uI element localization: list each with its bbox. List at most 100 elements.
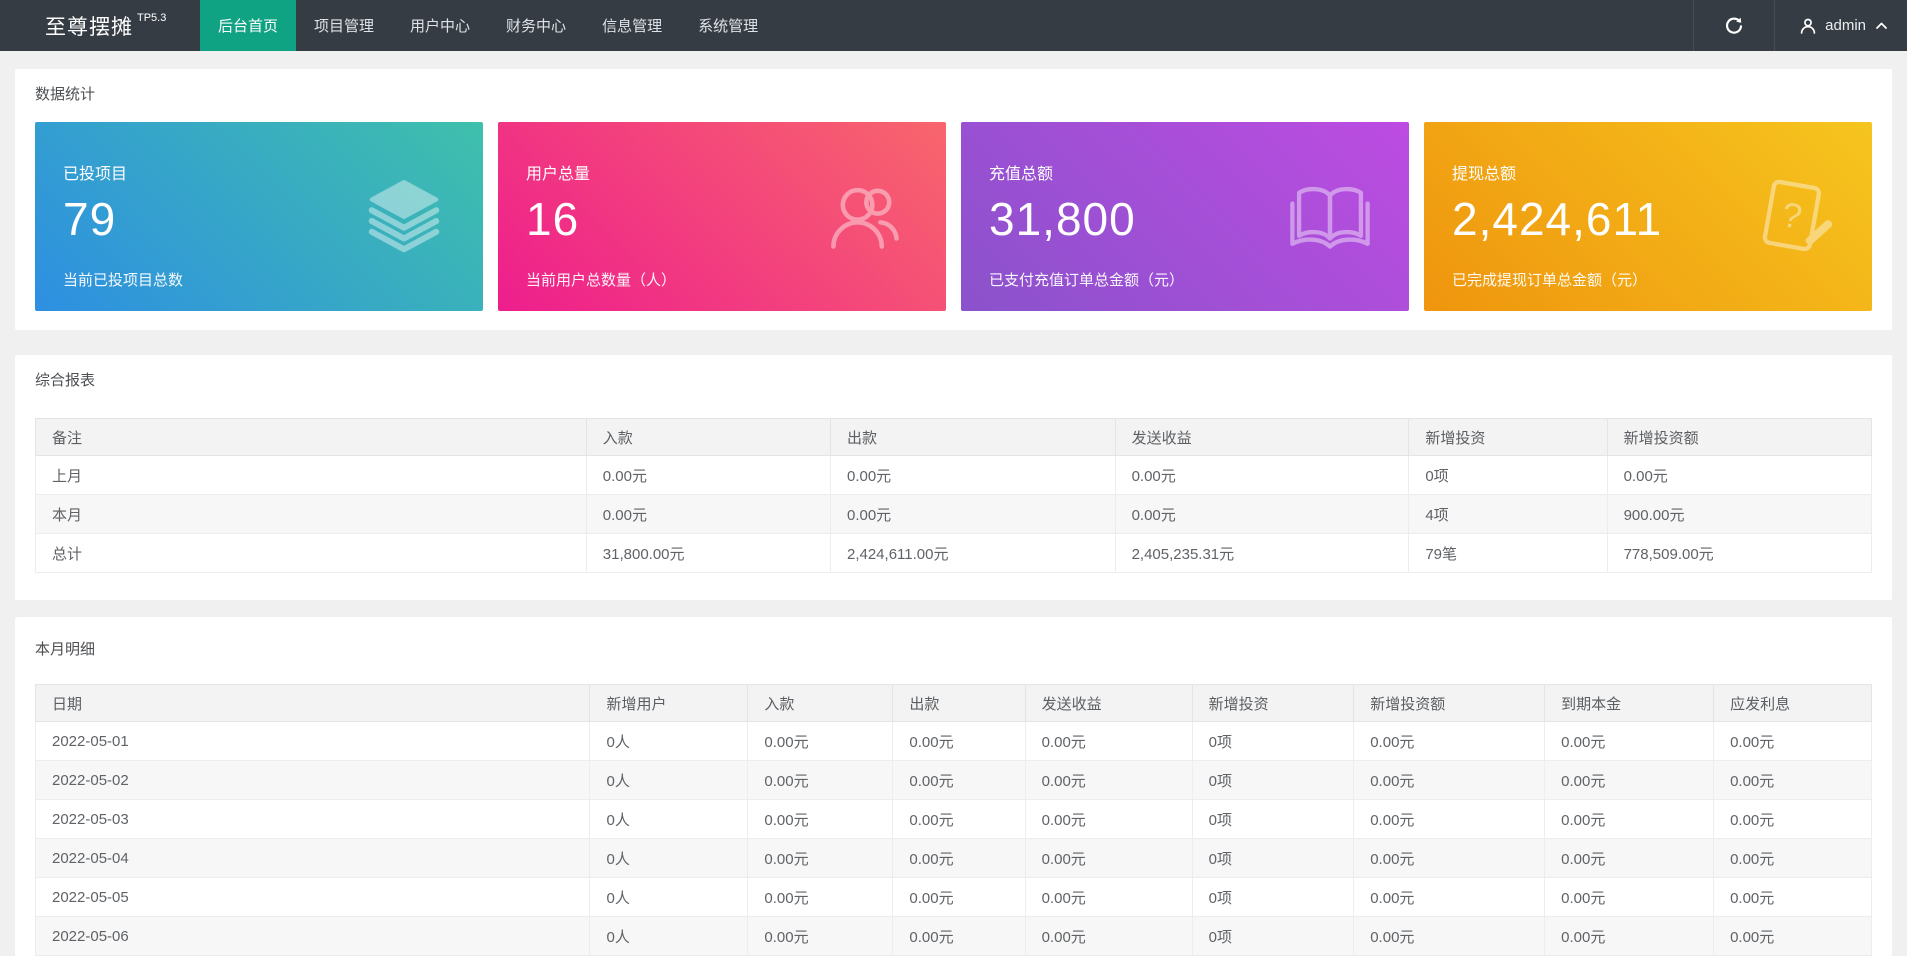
column-header: 出款 [892,684,1026,722]
stat-card-subtitle: 已完成提现订单总金额（元） [1452,272,1648,289]
table-row: 2022-05-06 0人 0.00元 0.00元 0.00元 0项 0.00元… [34,916,1872,956]
table-cell: 2022-05-05 [34,877,591,917]
table-cell: 0.00元 [1353,838,1546,878]
main-menu: 后台首页 项目管理 用户中心 财务中心 信息管理 系统管理 [200,0,776,51]
table-cell: 0.00元 [1024,877,1193,917]
menu-item-projects[interactable]: 项目管理 [296,0,392,51]
menu-item-info[interactable]: 信息管理 [584,0,680,51]
table-cell: 0项 [1191,760,1355,800]
refresh-button[interactable] [1693,0,1776,51]
menu-item-system[interactable]: 系统管理 [680,0,776,51]
stat-card-subtitle: 当前用户总数量（人） [526,272,677,289]
table-cell: 上月 [35,455,587,495]
table-cell: 0.00元 [1353,877,1546,917]
refresh-icon [1726,17,1743,34]
stats-section-title: 数据统计 [35,86,96,103]
table-cell: 0.00元 [747,916,894,956]
table-cell: 0项 [1191,799,1355,839]
stat-card-title: 充值总额 [989,166,1054,183]
brand-name: 至尊摆摊 [45,15,133,39]
stat-card-value: 31,800 [989,193,1136,245]
stat-card-title: 已投项目 [63,166,128,183]
table-cell: 0人 [589,721,749,761]
book-icon [1290,186,1370,249]
table-cell: 0.00元 [1713,721,1872,761]
table-cell: 0人 [589,838,749,878]
table-cell: 0.00元 [747,721,894,761]
report-panel: 综合报表 备注 入款 出款 发送收益 新增投资 新增投资额 上月 0. [15,355,1892,600]
column-header: 新增投资额 [1353,684,1546,722]
stat-card-value: 79 [63,193,117,245]
user-menu[interactable]: admin [1775,0,1907,51]
menu-item-label: 系统管理 [698,18,759,35]
column-header: 出款 [829,418,1116,456]
column-header: 新增投资 [1408,418,1608,456]
table-cell: 0.00元 [1353,760,1546,800]
table-cell: 0.00元 [1544,799,1715,839]
column-header: 备注 [35,418,587,456]
table-cell: 0.00元 [892,838,1026,878]
column-header: 入款 [585,418,831,456]
table-cell: 0.00元 [1713,799,1872,839]
table-cell: 900.00元 [1606,494,1873,534]
table-row: 2022-05-05 0人 0.00元 0.00元 0.00元 0项 0.00元… [34,877,1872,917]
table-cell: 2,424,611.00元 [829,533,1116,573]
users-icon [831,187,899,249]
menu-item-label: 信息管理 [602,18,663,35]
table-cell: 0.00元 [1544,838,1715,878]
table-cell: 0.00元 [747,877,894,917]
table-cell: 0.00元 [747,799,894,839]
table-cell: 0项 [1191,721,1355,761]
table-header-row: 日期 新增用户 入款 出款 发送收益 新增投资 新增投资额 到期本金 应发利息 [34,684,1872,722]
table-cell: 0.00元 [1114,494,1410,534]
report-table: 备注 入款 出款 发送收益 新增投资 新增投资额 上月 0.00元 0.00元 … [35,418,1873,573]
stat-card-subtitle: 已支付充值订单总金额（元） [989,272,1185,289]
table-cell: 0.00元 [892,721,1026,761]
table-row: 2022-05-04 0人 0.00元 0.00元 0.00元 0项 0.00元… [34,838,1872,878]
table-cell: 2022-05-02 [34,760,591,800]
stat-cards-row: 已投项目 79 当前已投项目总数 用户总量 16 当前用户总数量（人） [35,122,1872,311]
table-row: 上月 0.00元 0.00元 0.00元 0项 0.00元 [35,455,1873,495]
table-cell: 2022-05-06 [34,916,591,956]
chevron-up-icon [1876,22,1887,29]
detail-table: 日期 新增用户 入款 出款 发送收益 新增投资 新增投资额 到期本金 应发利息 … [34,684,1872,956]
detail-section-title: 本月明细 [35,641,96,658]
menu-item-finance[interactable]: 财务中心 [488,0,584,51]
menu-item-home[interactable]: 后台首页 [200,0,297,51]
report-section-title: 综合报表 [35,372,96,389]
table-cell: 0.00元 [1024,799,1193,839]
table-cell: 0.00元 [1544,916,1715,956]
username: admin [1825,17,1866,34]
table-cell: 79笔 [1408,533,1608,573]
table-cell: 0.00元 [1713,838,1872,878]
table-cell: 总计 [35,533,587,573]
stat-card: 充值总额 31,800 已支付充值订单总金额（元） [961,122,1409,311]
column-header: 到期本金 [1544,684,1715,722]
column-header: 应发利息 [1713,684,1872,722]
top-navbar: 至尊摆摊 TP5.3 后台首页 项目管理 用户中心 财务中心 信息管理 系统管理… [0,0,1907,51]
column-header: 发送收益 [1114,418,1410,456]
stat-card: 已投项目 79 当前已投项目总数 [35,122,483,311]
table-cell: 0.00元 [829,455,1116,495]
table-row: 2022-05-02 0人 0.00元 0.00元 0.00元 0项 0.00元… [34,760,1872,800]
table-cell: 0.00元 [1713,877,1872,917]
menu-item-users[interactable]: 用户中心 [392,0,488,51]
table-cell: 31,800.00元 [585,533,831,573]
table-cell: 0项 [1191,916,1355,956]
table-row: 总计 31,800.00元 2,424,611.00元 2,405,235.31… [35,533,1873,573]
menu-item-label: 后台首页 [218,18,279,35]
detail-panel: 本月明细 日期 新增用户 入款 出款 发送收益 新增投资 新增投资额 到期本金 … [15,617,1892,956]
column-header: 新增投资额 [1606,418,1873,456]
column-header: 入款 [747,684,894,722]
table-cell: 0.00元 [1024,760,1193,800]
table-cell: 778,509.00元 [1606,533,1873,573]
table-row: 2022-05-01 0人 0.00元 0.00元 0.00元 0项 0.00元… [34,721,1872,761]
stat-card-title: 提现总额 [1452,166,1517,183]
table-row: 2022-05-03 0人 0.00元 0.00元 0.00元 0项 0.00元… [34,799,1872,839]
stat-card: 提现总额 2,424,611 已完成提现订单总金额（元） ? [1424,122,1872,311]
stat-card-value: 2,424,611 [1452,193,1663,245]
table-cell: 0.00元 [585,494,831,534]
menu-item-label: 财务中心 [506,18,567,35]
stats-panel: 数据统计 已投项目 79 当前已投项目总数 用户总量 16 当前用户总数量（人） [15,69,1892,330]
table-cell: 0.00元 [892,760,1026,800]
